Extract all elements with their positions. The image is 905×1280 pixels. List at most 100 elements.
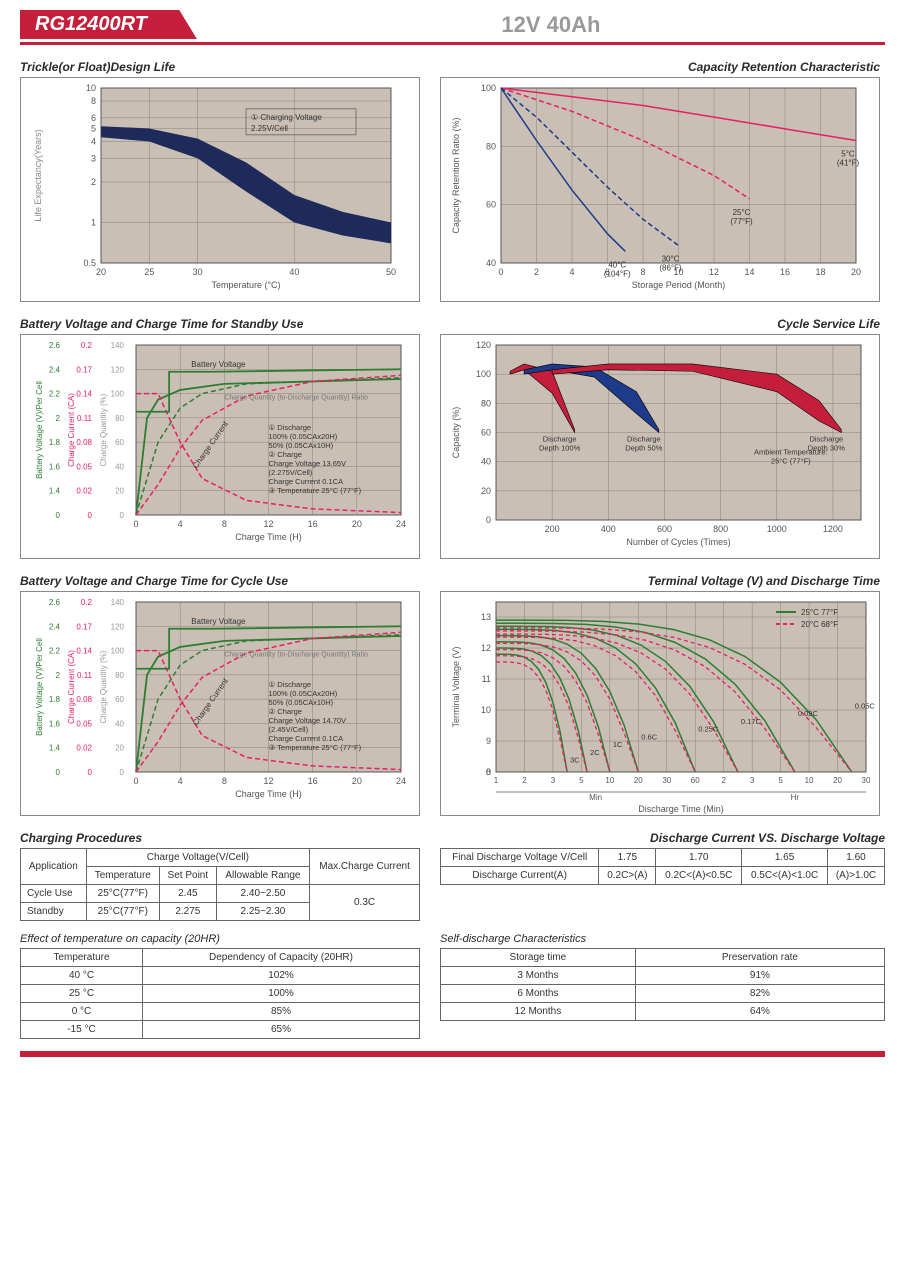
table-row: 25 °C100% — [21, 985, 420, 1003]
chart-title-cycle-life: Cycle Service Life — [440, 317, 880, 331]
header-underline — [20, 42, 885, 45]
chart-capacity-retention: 024681012141618204060801005°C(41°F)25°C(… — [440, 77, 880, 302]
svg-text:Temperature (°C): Temperature (°C) — [211, 280, 280, 290]
svg-text:25: 25 — [144, 267, 154, 277]
svg-text:4: 4 — [178, 519, 183, 529]
svg-text:Capacity Retention Ratio (%): Capacity Retention Ratio (%) — [451, 117, 461, 233]
svg-text:6: 6 — [91, 113, 96, 123]
svg-text:1200: 1200 — [823, 524, 843, 534]
svg-text:0: 0 — [133, 519, 138, 529]
svg-text:14: 14 — [744, 267, 754, 277]
svg-text:40: 40 — [481, 457, 491, 467]
svg-text:0: 0 — [120, 768, 125, 777]
svg-text:9: 9 — [486, 736, 491, 746]
svg-text:(2.45V/Cell): (2.45V/Cell) — [269, 725, 309, 734]
svg-text:Depth 50%: Depth 50% — [625, 443, 662, 452]
svg-text:0.08: 0.08 — [76, 695, 92, 704]
svg-text:60: 60 — [115, 695, 124, 704]
svg-text:24: 24 — [396, 519, 406, 529]
th-max-charge: Max.Charge Current — [310, 849, 420, 885]
svg-text:16: 16 — [780, 267, 790, 277]
svg-text:0.17: 0.17 — [76, 622, 92, 631]
svg-text:Battery Voltage (V)/Per Cell: Battery Voltage (V)/Per Cell — [35, 381, 44, 479]
svg-text:120: 120 — [111, 365, 125, 374]
chart-cycle-charge: 04812162024020406080100120140Charge Quan… — [20, 591, 420, 816]
svg-text:Battery Voltage: Battery Voltage — [191, 617, 246, 626]
svg-text:0: 0 — [88, 768, 93, 777]
svg-text:20: 20 — [352, 776, 362, 786]
svg-text:60: 60 — [691, 776, 700, 785]
svg-text:12: 12 — [481, 643, 491, 653]
svg-text:5: 5 — [91, 123, 96, 133]
svg-text:0.17C: 0.17C — [741, 717, 762, 726]
svg-text:80: 80 — [481, 398, 491, 408]
svg-text:2C: 2C — [590, 748, 600, 757]
table-temp-effect: Temperature Dependency of Capacity (20HR… — [20, 948, 420, 1039]
svg-text:0.05: 0.05 — [76, 462, 92, 471]
svg-text:20: 20 — [115, 487, 124, 496]
svg-text:2.25V/Cell: 2.25V/Cell — [251, 124, 288, 133]
svg-text:2: 2 — [721, 776, 726, 785]
svg-text:Terminal Voltage (V): Terminal Voltage (V) — [451, 646, 461, 727]
svg-text:Min: Min — [589, 793, 602, 802]
table-title-charging: Charging Procedures — [20, 831, 420, 845]
svg-text:2: 2 — [534, 267, 539, 277]
svg-text:5: 5 — [778, 776, 783, 785]
footer-bar — [20, 1051, 885, 1057]
svg-text:600: 600 — [657, 524, 672, 534]
svg-text:20: 20 — [833, 776, 842, 785]
svg-text:0.09C: 0.09C — [798, 709, 819, 718]
svg-text:10: 10 — [86, 83, 96, 93]
svg-text:0.14: 0.14 — [76, 647, 92, 656]
svg-text:2: 2 — [522, 776, 527, 785]
svg-text:1: 1 — [91, 218, 96, 228]
svg-text:10: 10 — [481, 705, 491, 715]
svg-text:0.08: 0.08 — [76, 438, 92, 447]
table-row: -15 °C65% — [21, 1021, 420, 1039]
table-title-selfdischarge: Self-discharge Characteristics — [440, 933, 885, 945]
svg-text:50% (0.05CAx10H): 50% (0.05CAx10H) — [269, 698, 334, 707]
svg-text:(2.275V/Cell): (2.275V/Cell) — [269, 468, 313, 477]
th-set-point: Set Point — [159, 867, 216, 885]
svg-text:① Discharge: ① Discharge — [269, 423, 312, 432]
table-row: 6 Months82% — [441, 985, 885, 1003]
svg-text:2.4: 2.4 — [49, 365, 61, 374]
chart-title-retention: Capacity Retention Characteristic — [440, 60, 880, 74]
svg-text:0.11: 0.11 — [77, 414, 93, 423]
table-row: Cycle Use 25°C(77°F) 2.45 2.40~2.50 0.3C — [21, 885, 420, 903]
svg-text:8: 8 — [222, 519, 227, 529]
th-application: Application — [21, 849, 87, 885]
svg-text:120: 120 — [476, 340, 491, 350]
table-row: Final Discharge Voltage V/Cell 1.75 1.70… — [441, 849, 885, 867]
svg-text:Charge Quantity (%): Charge Quantity (%) — [99, 393, 108, 466]
svg-text:3: 3 — [551, 776, 556, 785]
chart-title-standby: Battery Voltage and Charge Time for Stan… — [20, 317, 420, 331]
svg-text:Discharge: Discharge — [627, 434, 661, 443]
table-row: 40 °C102% — [21, 967, 420, 985]
table-self-discharge: Storage time Preservation rate 3 Months9… — [440, 948, 885, 1021]
svg-text:1000: 1000 — [767, 524, 787, 534]
svg-text:40: 40 — [486, 258, 496, 268]
svg-text:Battery Voltage: Battery Voltage — [191, 360, 246, 369]
svg-text:0.6C: 0.6C — [641, 732, 657, 741]
svg-text:1.6: 1.6 — [49, 719, 61, 728]
svg-text:0: 0 — [56, 511, 61, 520]
svg-text:0.14: 0.14 — [76, 390, 92, 399]
svg-text:1C: 1C — [613, 740, 623, 749]
svg-text:80: 80 — [115, 414, 124, 423]
svg-text:8: 8 — [222, 776, 227, 786]
svg-text:2.2: 2.2 — [49, 390, 61, 399]
svg-text:30°C: 30°C — [662, 255, 680, 264]
svg-text:0: 0 — [498, 267, 503, 277]
svg-text:8: 8 — [91, 96, 96, 106]
svg-text:(41°F): (41°F) — [837, 159, 860, 168]
chart-title-trickle: Trickle(or Float)Design Life — [20, 60, 420, 74]
svg-text:5: 5 — [579, 776, 584, 785]
chart-terminal-voltage: 123510203060235102030891011121303C2C1C0.… — [440, 591, 880, 816]
svg-text:800: 800 — [713, 524, 728, 534]
svg-text:3C: 3C — [570, 756, 580, 765]
svg-text:13: 13 — [481, 612, 491, 622]
svg-text:40: 40 — [115, 719, 124, 728]
svg-text:30: 30 — [193, 267, 203, 277]
svg-text:Ambient Temperature:: Ambient Temperature: — [754, 447, 828, 456]
